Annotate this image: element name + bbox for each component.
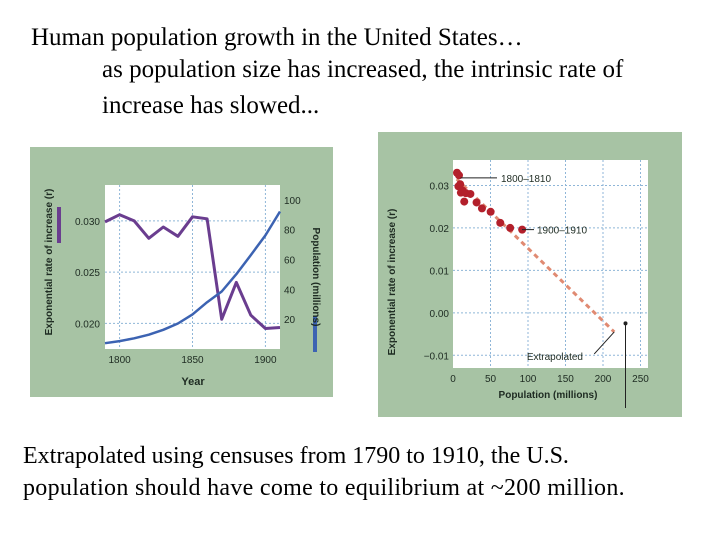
x-tick-label: 100 bbox=[520, 374, 537, 385]
annotation-leader-extrapolated bbox=[593, 331, 615, 355]
y-tick-label-right: 40 bbox=[284, 285, 296, 296]
y-axis-label: Exponential rate of increase (r) bbox=[387, 209, 398, 356]
x-tick-label: 1850 bbox=[181, 355, 204, 366]
subtitle-line-2: increase has slowed... bbox=[102, 92, 320, 119]
census-data-point bbox=[460, 197, 469, 206]
y-tick-label: 0.01 bbox=[430, 266, 450, 277]
y-tick-label-right: 20 bbox=[284, 315, 296, 326]
rate-legend-swatch bbox=[57, 207, 61, 243]
y-tick-label: 0.00 bbox=[430, 309, 450, 320]
census-data-point bbox=[477, 204, 486, 213]
y-tick-label-left: 0.025 bbox=[75, 268, 100, 279]
caption-line-2: population should have come to equilibri… bbox=[23, 475, 625, 501]
x-tick-label: 150 bbox=[557, 374, 574, 385]
census-data-point bbox=[472, 198, 481, 207]
census-data-point bbox=[455, 171, 463, 180]
x-tick-label: 0 bbox=[450, 374, 456, 385]
y-tick-label-left: 0.020 bbox=[75, 319, 100, 330]
census-data-point bbox=[466, 189, 475, 198]
y-tick-label-right: 80 bbox=[284, 226, 296, 237]
census-data-point bbox=[486, 207, 495, 216]
title: Human population growth in the United St… bbox=[31, 24, 523, 51]
y-tick-label: 0.03 bbox=[430, 181, 450, 192]
annotation-1900-1910: 1900–1910 bbox=[537, 226, 587, 237]
population-scatter-chart: 1800–1810 1900–1910 Extrapolated 0 50 100 150… bbox=[378, 132, 682, 417]
x-axis-label: Population (millions) bbox=[499, 390, 598, 401]
y-axis-label-right: Population (millions) bbox=[310, 228, 321, 327]
annotation-extrapolated: Extrapolated bbox=[527, 352, 583, 363]
census-data-point bbox=[506, 223, 515, 232]
y-tick-label: −0.01 bbox=[424, 351, 450, 362]
x-tick-label: 1800 bbox=[108, 355, 131, 366]
y-tick-label: 0.02 bbox=[430, 224, 450, 235]
population-series-line bbox=[104, 210, 282, 345]
x-tick-label: 1900 bbox=[254, 355, 277, 366]
census-data-point bbox=[456, 180, 465, 189]
year-dual-axis-chart: 1800 1850 1900 0.030 0.025 0.020 100 80 60 40 20 E… bbox=[30, 147, 333, 397]
caption-line-1: Extrapolated using censuses from 1790 to… bbox=[23, 443, 569, 469]
y-tick-label-right: 100 bbox=[284, 196, 301, 207]
x-axis-label: Year bbox=[181, 376, 205, 388]
rate-series-line bbox=[104, 213, 281, 330]
population-legend-swatch bbox=[313, 316, 317, 352]
y-axis-label-left: Exponential rate of increase (r) bbox=[44, 189, 55, 336]
y-tick-label-left: 0.030 bbox=[75, 217, 100, 228]
census-data-point bbox=[496, 218, 505, 227]
x-tick-label: 200 bbox=[595, 374, 612, 385]
plot-area bbox=[453, 160, 648, 368]
x-tick-label: 50 bbox=[485, 374, 497, 385]
subtitle-line-1: as population size has increased, the in… bbox=[102, 56, 624, 83]
y-tick-label-right: 60 bbox=[284, 256, 296, 267]
annotation-1800-1810: 1800–1810 bbox=[501, 174, 551, 185]
x-tick-label: 250 bbox=[632, 374, 649, 385]
